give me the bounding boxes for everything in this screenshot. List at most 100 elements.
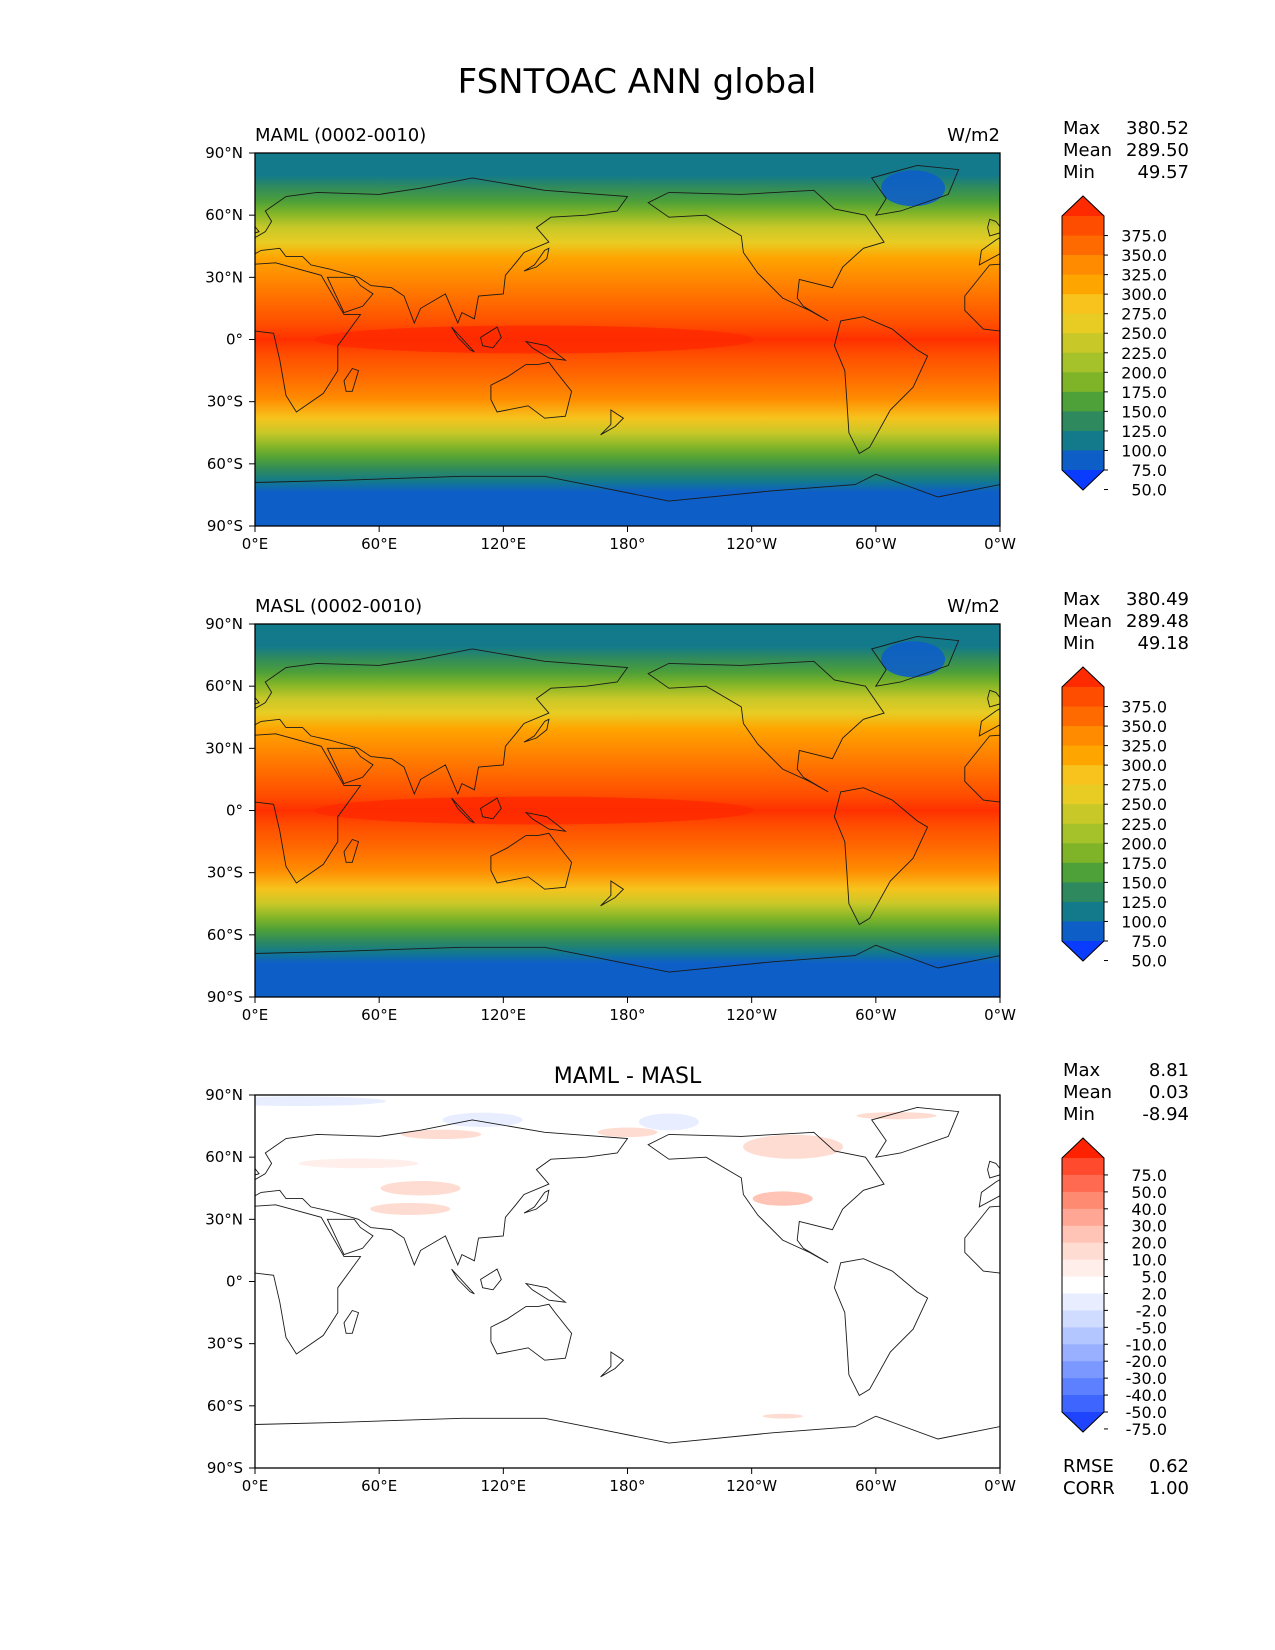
coastline (1236, 362, 1275, 418)
coastline (647, 660, 885, 793)
colorbar-label: 40.0 (1131, 1200, 1167, 1219)
coastline (870, 635, 960, 687)
colorbar-label: -20.0 (1126, 1352, 1167, 1371)
coastline (1197, 1269, 1220, 1294)
difference-patch (752, 1191, 813, 1206)
coastline (1269, 1190, 1275, 1213)
coastline (490, 361, 573, 419)
coastline (833, 787, 929, 926)
colorbar-label: 175.0 (1121, 383, 1167, 402)
coastline (600, 409, 625, 436)
colorbar-extend-min (1062, 470, 1104, 490)
colorbar-segment (1062, 1378, 1104, 1396)
colorbar-label: 275.0 (1121, 776, 1167, 795)
coastline (343, 838, 360, 863)
colorbar-segment (1062, 216, 1104, 237)
stat-value: 49.57 (1137, 162, 1189, 183)
coastline (647, 189, 885, 322)
colorbar-segment (1062, 745, 1104, 766)
colorbar-label: -10.0 (1126, 1335, 1167, 1354)
colorbar-segment (1062, 1191, 1104, 1210)
colorbar-segment (1062, 1293, 1104, 1311)
colorbar-label: 50.0 (1131, 1183, 1167, 1202)
lat-tick-label: 90°S (207, 1459, 243, 1477)
colorbar-segment (1062, 823, 1104, 844)
panel-title-left: MAML (0002-0010) (255, 125, 426, 146)
colorbar-label: 100.0 (1121, 912, 1167, 931)
stat-value: 289.50 (1126, 140, 1189, 161)
coastline (255, 1167, 260, 1176)
colorbar-label: 175.0 (1121, 854, 1167, 873)
coastline (523, 247, 550, 272)
coastline (451, 1268, 475, 1295)
stat-label: Min (1063, 162, 1095, 183)
stat-value: 289.48 (1126, 611, 1189, 632)
coastline (255, 733, 362, 884)
colorbar-label: 5.0 (1142, 1268, 1167, 1287)
lon-tick-label: 120°W (726, 1006, 777, 1024)
lon-tick-label: 60°E (361, 1006, 397, 1024)
stat-label: Max (1063, 589, 1101, 610)
lat-tick-label: 30°S (207, 1335, 243, 1353)
panel-maml: 90°N 60°N 30°N 0° 30°S 60°S 90°S0°E 60°E 120°E 18… (205, 118, 1275, 553)
colorbar-segment (1062, 687, 1104, 708)
colorbar-segment (1062, 1225, 1104, 1244)
rmse-label: RMSE (1063, 1456, 1114, 1477)
colorbar-segment (1062, 313, 1104, 334)
colorbar-label: 20.0 (1131, 1234, 1167, 1253)
coastline (255, 262, 362, 413)
stat-value: 380.52 (1126, 118, 1189, 139)
coastline (255, 473, 1000, 526)
colorbar-extend-max (1062, 667, 1104, 687)
stat-label: Min (1063, 1104, 1095, 1125)
colorbar-segment (1062, 430, 1104, 451)
difference-patch (856, 1112, 937, 1120)
lat-tick-label: 90°N (205, 1086, 243, 1104)
coastline (1271, 1284, 1275, 1303)
panel-units: W/m2 (947, 125, 1000, 146)
lon-tick-label: 180° (609, 1006, 645, 1024)
coastline (524, 1282, 567, 1303)
lat-tick-label: 90°N (205, 144, 243, 162)
coastline (255, 648, 629, 796)
coastline (255, 177, 629, 325)
colorbar-label: -75.0 (1126, 1420, 1167, 1439)
figure-title: FSNTOAC ANN global (458, 62, 817, 102)
panel-title-center: MAML - MASL (554, 1064, 702, 1089)
colorbar-segment (1062, 726, 1104, 747)
colorbar-segment (1062, 411, 1104, 432)
lat-tick-label: 60°S (207, 455, 243, 473)
colorbar-segment (1062, 1276, 1104, 1294)
difference-patch (370, 1202, 451, 1215)
coastlines (255, 164, 1275, 526)
stat-label: Mean (1063, 1082, 1112, 1103)
colorbar-label: 150.0 (1121, 873, 1167, 892)
colorbar-segment (1062, 1242, 1104, 1261)
colorbar: 75.050.040.030.020.010.05.02.0-2.0-5.0-1… (1061, 1137, 1167, 1439)
stat-label: Max (1063, 118, 1101, 139)
coastline (255, 1204, 362, 1355)
stat-value: 380.49 (1126, 589, 1189, 610)
lat-tick-label: 60°N (205, 1148, 243, 1166)
coastline (1269, 248, 1275, 271)
map-area (255, 624, 1000, 997)
difference-patch (762, 1413, 803, 1419)
lon-tick-label: 0°E (242, 1477, 269, 1495)
lon-tick-label: 60°W (855, 1477, 897, 1495)
colorbar-label: 30.0 (1131, 1217, 1167, 1236)
coastline (255, 225, 260, 234)
colorbar: 375.0350.0325.0300.0275.0250.0225.0200.0… (1061, 666, 1167, 971)
coastline (523, 1189, 550, 1214)
colorbar-segment (1062, 294, 1104, 315)
coastline (480, 326, 502, 349)
coastline (1197, 327, 1220, 352)
colorbar-segment (1062, 765, 1104, 786)
colorbar-label: 300.0 (1121, 756, 1167, 775)
coastline (490, 1303, 573, 1361)
coastline (647, 1131, 885, 1264)
coastline (870, 164, 960, 216)
colorbar-segment (1062, 1208, 1104, 1227)
coastlines (255, 635, 1000, 997)
colorbar-label: 75.0 (1131, 461, 1167, 480)
coastline (987, 689, 1000, 708)
